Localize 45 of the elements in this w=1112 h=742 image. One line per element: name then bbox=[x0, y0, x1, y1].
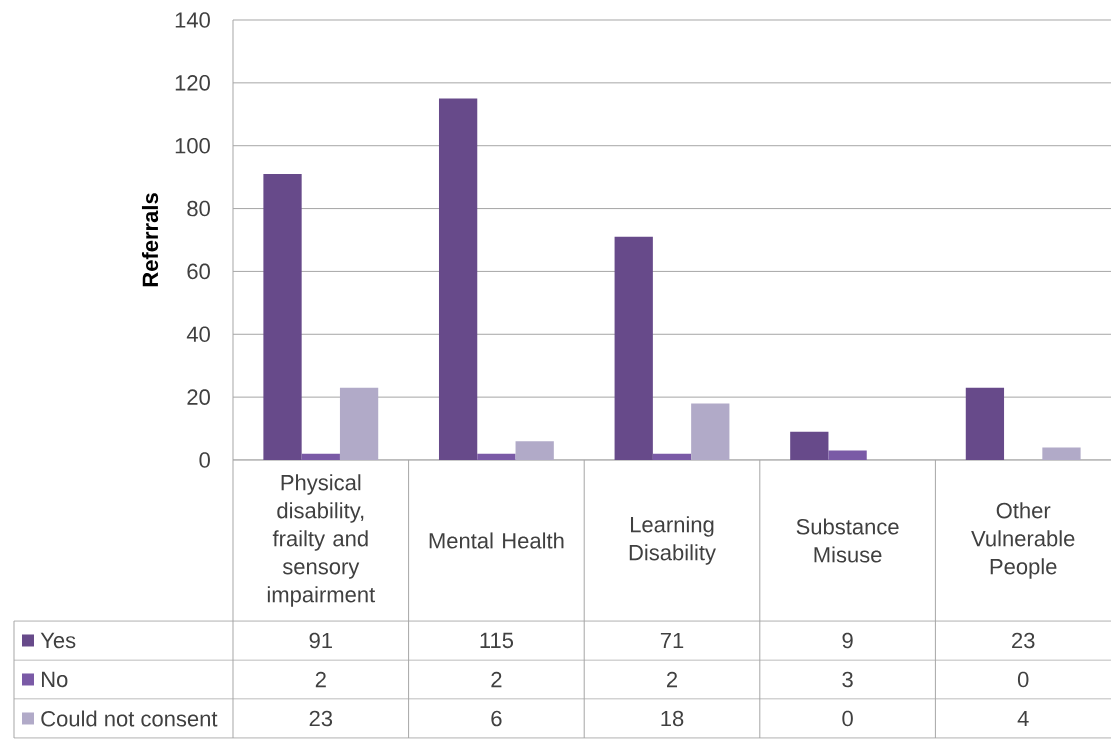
x-tick-label: Mental Health bbox=[429, 532, 564, 549]
y-tick-label: 140 bbox=[175, 12, 210, 28]
data-label: 0 bbox=[1017, 671, 1029, 688]
x-tick-label: Substance Misuse bbox=[796, 518, 899, 563]
legend-label: Could not consent bbox=[41, 710, 218, 727]
bar bbox=[691, 403, 730, 460]
x-tick-label: Physical disability, frailty and sensory impairment bbox=[267, 474, 376, 607]
data-label: 23 bbox=[1012, 632, 1035, 649]
bar bbox=[652, 453, 692, 460]
data-label: 3 bbox=[842, 671, 853, 688]
y-tick-label: 40 bbox=[186, 326, 210, 343]
data-label: 91 bbox=[309, 632, 332, 649]
data-label: 18 bbox=[661, 710, 684, 727]
bar bbox=[1042, 447, 1081, 460]
bar bbox=[965, 387, 1005, 460]
data-label: 9 bbox=[842, 632, 853, 649]
data-label: 2 bbox=[491, 671, 502, 688]
data-label: 115 bbox=[480, 632, 514, 649]
bar bbox=[614, 236, 653, 460]
bar bbox=[790, 431, 829, 460]
bar bbox=[339, 387, 379, 460]
x-tick-label: Other Vulnerable People bbox=[971, 502, 1075, 579]
bar bbox=[477, 453, 516, 460]
data-label: 6 bbox=[491, 710, 502, 727]
y-tick-label: 0 bbox=[199, 452, 210, 468]
legend-label: Yes bbox=[40, 632, 76, 649]
bar bbox=[438, 98, 478, 460]
y-tick-label: 20 bbox=[187, 389, 210, 405]
data-label: 71 bbox=[660, 632, 684, 649]
data-label: 23 bbox=[309, 710, 333, 727]
y-tick-label: 100 bbox=[175, 137, 210, 154]
y-axis-title: Referrals bbox=[141, 193, 159, 287]
data-label: 0 bbox=[842, 710, 853, 727]
bar bbox=[828, 450, 867, 460]
data-label: 2 bbox=[667, 671, 678, 688]
x-tick-label: Learning Disability bbox=[629, 516, 716, 565]
y-tick-label: 120 bbox=[175, 75, 210, 91]
legend-label: No bbox=[42, 671, 68, 688]
bar bbox=[301, 453, 340, 460]
y-tick-label: 60 bbox=[187, 263, 210, 280]
data-label: 4 bbox=[1017, 710, 1029, 727]
bar bbox=[515, 441, 554, 460]
data-label: 2 bbox=[315, 671, 326, 688]
y-tick-label: 80 bbox=[187, 200, 210, 217]
bar bbox=[263, 173, 302, 460]
